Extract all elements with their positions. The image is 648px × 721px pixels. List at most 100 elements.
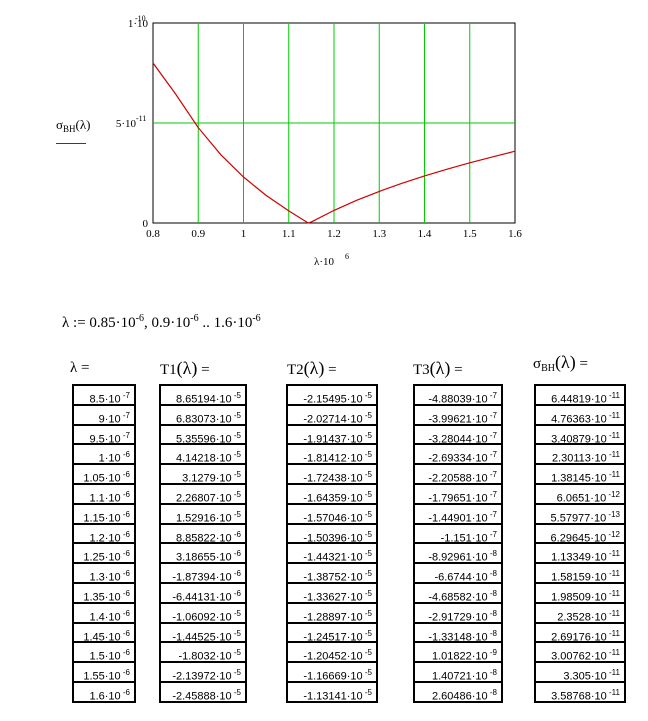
series-line-sigma	[152, 62, 516, 224]
range-end: .. 1.6·10	[198, 315, 253, 331]
lambda-cell: 1.5·10 -6	[73, 642, 135, 663]
t1-cell: -6.44131·10 -6	[160, 582, 246, 604]
t1-cell: 8.85822·10 -6	[160, 523, 246, 544]
legend-line-red	[56, 143, 86, 144]
t1-header: T1(λ) =	[160, 358, 210, 379]
t1-header-eq: =	[201, 362, 210, 378]
t2-cell: -1.72438·10 -5	[287, 464, 377, 485]
y-axis-label-arg: (λ)	[75, 117, 91, 132]
sigma-header-sub: BH	[541, 363, 555, 374]
sigma-cell: 1.98509·10 -11	[535, 582, 625, 604]
sigma-cell: 6.0651·10 -12	[535, 483, 625, 505]
lambda-cell: 1.25·10 -6	[73, 543, 135, 564]
t1-table[interactable]: 8.65194·10 -5 6.83073·10 -5 5.35596·10 -5 4…	[159, 384, 247, 703]
sigma-cell: 5.57977·10 -13	[535, 503, 625, 524]
t2-cell: -1.13141·10 -5	[287, 681, 377, 703]
t2-cell: -1.33627·10 -5	[287, 582, 377, 604]
t3-cell: -1.33148·10 -8	[414, 622, 502, 643]
t2-cell: -1.57046·10 -5	[287, 503, 377, 524]
range-exp-1: -6	[135, 313, 144, 324]
t3-cell: -3.28044·10 -7	[414, 424, 502, 445]
sigma-header-eq: =	[579, 356, 588, 372]
t3-cell: -2.69334·10 -7	[414, 444, 502, 465]
x-tick-label: 1.4	[418, 228, 432, 240]
lambda-cell: 1.1·10 -6	[73, 483, 135, 505]
sigma-cell: 2.69176·10 -11	[535, 622, 625, 643]
t3-cell: -2.91729·10 -8	[414, 602, 502, 623]
t2-cell: -1.44321·10 -5	[287, 543, 377, 564]
t2-cell: -1.16669·10 -5	[287, 662, 377, 683]
y-tick-label-zero: 0	[143, 218, 149, 230]
lambda-cell: 1.4·10 -6	[73, 602, 135, 623]
t3-cell: 2.60486·10 -8	[414, 681, 502, 703]
lambda-cell: 1.45·10 -6	[73, 622, 135, 643]
lambda-cell: 9.5·10 -7	[73, 424, 135, 445]
t3-cell: -8.92961·10 -8	[414, 543, 502, 564]
t1-cell: -1.8032·10 -5	[160, 642, 246, 663]
t2-cell: -2.02714·10 -5	[287, 404, 377, 425]
y-tick-exp-top: -10	[135, 14, 146, 23]
sigma-cell: 1.38145·10 -11	[535, 464, 625, 485]
t1-cell: 3.1279·10 -5	[160, 464, 246, 485]
t3-cell: -1.151·10 -7	[414, 523, 502, 544]
t3-cell: -6.6744·10 -8	[414, 563, 502, 584]
t2-cell: -1.24517·10 -5	[287, 622, 377, 643]
t1-header-arg: (λ)	[176, 358, 198, 378]
y-axis-label-sub: BH	[63, 124, 76, 134]
t1-cell: 1.52916·10 -5	[160, 503, 246, 524]
t3-cell: -1.79651·10 -7	[414, 483, 502, 505]
t3-cell: -3.99621·10 -7	[414, 404, 502, 425]
t3-cell: -2.20588·10 -7	[414, 464, 502, 485]
sigma-plot[interactable]: 0.8 0.9 1 1.1 1.2 1.3 1.4 1.5 1.6 1·10-10 5·10 -11 0…	[0, 0, 648, 290]
sigma-header-arg: (λ)	[555, 352, 576, 372]
lambda-cell: 9·10 -7	[73, 404, 135, 425]
t3-cell: -4.68582·10 -8	[414, 582, 502, 604]
t3-header: T3(λ) =	[413, 358, 463, 379]
t2-cell: -2.15495·10 -5	[287, 385, 377, 406]
lambda-cell: 1.05·10 -6	[73, 464, 135, 485]
y-tick-label-mid: 5·10	[116, 118, 137, 130]
lambda-cell: 1·10 -6	[73, 444, 135, 465]
t3-header-name: T3	[413, 362, 430, 378]
y-axis-label: σBH(λ)	[56, 117, 91, 134]
sigma-cell: 6.29645·10 -12	[535, 523, 625, 544]
x-axis-label: λ·10	[314, 256, 334, 268]
x-axis-label-exp: 6	[345, 252, 349, 261]
range-prefix: λ := 0.85·10	[62, 315, 136, 331]
x-tick-label: 1.2	[327, 228, 341, 240]
sigma-table[interactable]: 6.44819·10 -11 4.76363·10 -11 3.40879·10 -…	[534, 384, 626, 703]
range-definition[interactable]: λ := 0.85·10-6, 0.9·10-6 .. 1.6·10-6	[62, 313, 261, 332]
t2-header-name: T2	[287, 362, 304, 378]
lambda-cell: 1.2·10 -6	[73, 523, 135, 544]
t1-header-name: T1	[160, 362, 177, 378]
t1-cell: 8.65194·10 -5	[160, 385, 246, 406]
t1-cell: -1.44525·10 -5	[160, 622, 246, 643]
t2-header-eq: =	[328, 362, 337, 378]
t2-table[interactable]: -2.15495·10 -5 -2.02714·10 -5 -1.91437·10 …	[286, 384, 378, 703]
lambda-table[interactable]: 8.5·10 -7 9·10 -7 9.5·10 -7 1·10 -6 1.05·10 …	[72, 384, 136, 703]
sigma-cell: 6.44819·10 -11	[535, 385, 625, 406]
y-tick-exp-mid: -11	[136, 114, 146, 123]
sigma-cell: 3.305·10 -11	[535, 662, 625, 683]
x-tick-label: 0.9	[191, 228, 205, 240]
t3-cell: 1.01822·10 -9	[414, 642, 502, 663]
lambda-header: λ =	[70, 360, 90, 376]
sigma-header: σBH(λ) =	[533, 352, 588, 374]
sigma-cell: 4.76363·10 -11	[535, 404, 625, 425]
lambda-cell: 1.3·10 -6	[73, 563, 135, 584]
t1-cell: -1.06092·10 -5	[160, 602, 246, 623]
y-tick-label-top: 1·10	[128, 18, 149, 30]
t2-cell: -1.28897·10 -5	[287, 602, 377, 623]
t2-cell: -1.50396·10 -5	[287, 523, 377, 544]
t1-cell: -1.87394·10 -6	[160, 563, 246, 584]
sigma-cell: 3.40879·10 -11	[535, 424, 625, 445]
t2-header-arg: (λ)	[303, 358, 325, 378]
t1-cell: -2.45888·10 -5	[160, 681, 246, 703]
sigma-cell: 3.00762·10 -11	[535, 642, 625, 663]
x-tick-label: 0.8	[146, 228, 160, 240]
x-tick-label: 1.1	[282, 228, 296, 240]
t3-table[interactable]: -4.88039·10 -7 -3.99621·10 -7 -3.28044·10 …	[413, 384, 503, 703]
t2-cell: -1.38752·10 -5	[287, 563, 377, 584]
t3-cell: 1.40721·10 -8	[414, 662, 502, 683]
lambda-cell: 1.35·10 -6	[73, 582, 135, 604]
